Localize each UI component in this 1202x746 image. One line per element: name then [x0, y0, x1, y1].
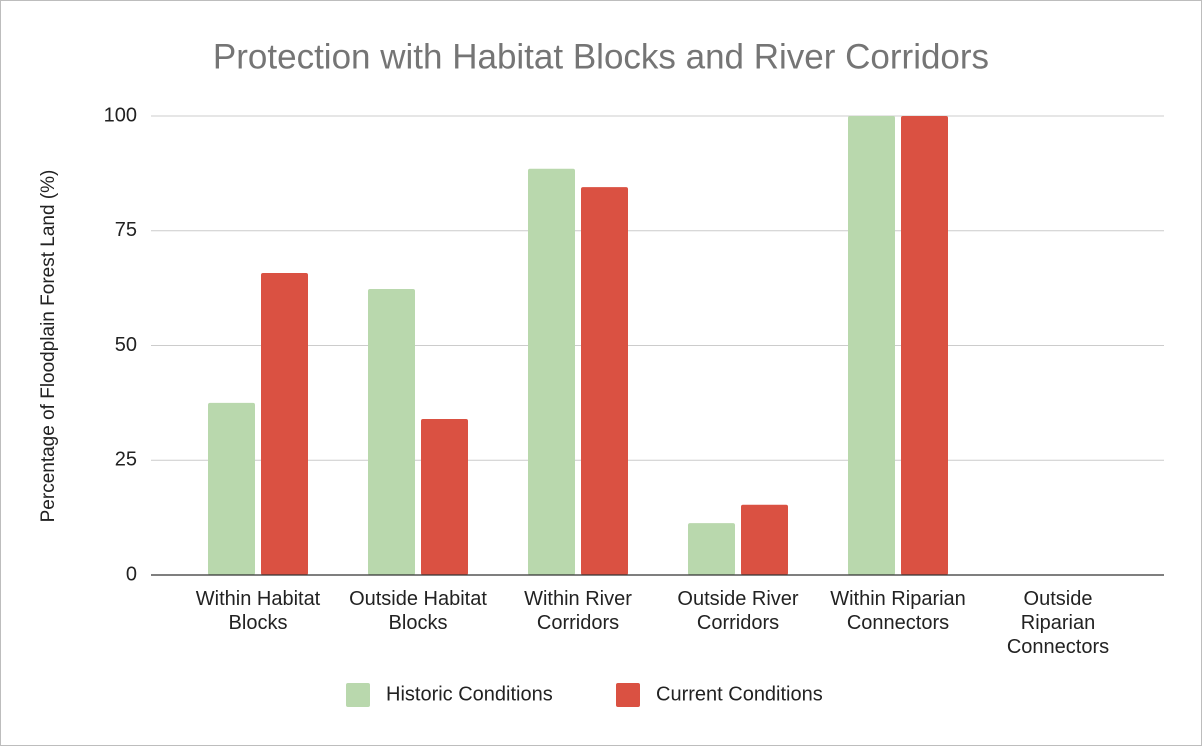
legend-swatch [346, 683, 370, 707]
x-tick-label: Outside River Corridors [677, 588, 799, 634]
bar [208, 402, 255, 575]
bar [421, 418, 468, 575]
bar [261, 272, 308, 575]
bar [368, 289, 415, 575]
x-tick-label: Within River Corridors [524, 588, 632, 634]
bar [688, 523, 735, 575]
y-tick-label: 25 [115, 449, 137, 471]
y-axis-title: Percentage of Floodplain Forest Land (%) [38, 170, 59, 523]
x-tick-label: Within Riparian Connectors [830, 588, 966, 634]
x-tick-label: Outside Riparian Connectors [1006, 588, 1110, 658]
bar [581, 187, 628, 575]
x-tick-label: Outside Habitat Blocks [349, 588, 487, 634]
bar [528, 168, 575, 575]
bar [848, 116, 895, 575]
legend-swatch [616, 683, 640, 707]
legend-label: Current Conditions [656, 683, 823, 705]
legend-label: Historic Conditions [386, 683, 553, 705]
bar [741, 504, 788, 575]
y-tick-label: 50 [115, 334, 137, 356]
y-tick-label: 75 [115, 219, 137, 241]
x-tick-label: Within Habitat Blocks [195, 588, 321, 634]
chart-title: Protection with Habitat Blocks and River… [213, 37, 989, 76]
bar [901, 116, 948, 575]
y-tick-label: 0 [126, 563, 137, 585]
y-tick-label: 100 [104, 104, 137, 126]
